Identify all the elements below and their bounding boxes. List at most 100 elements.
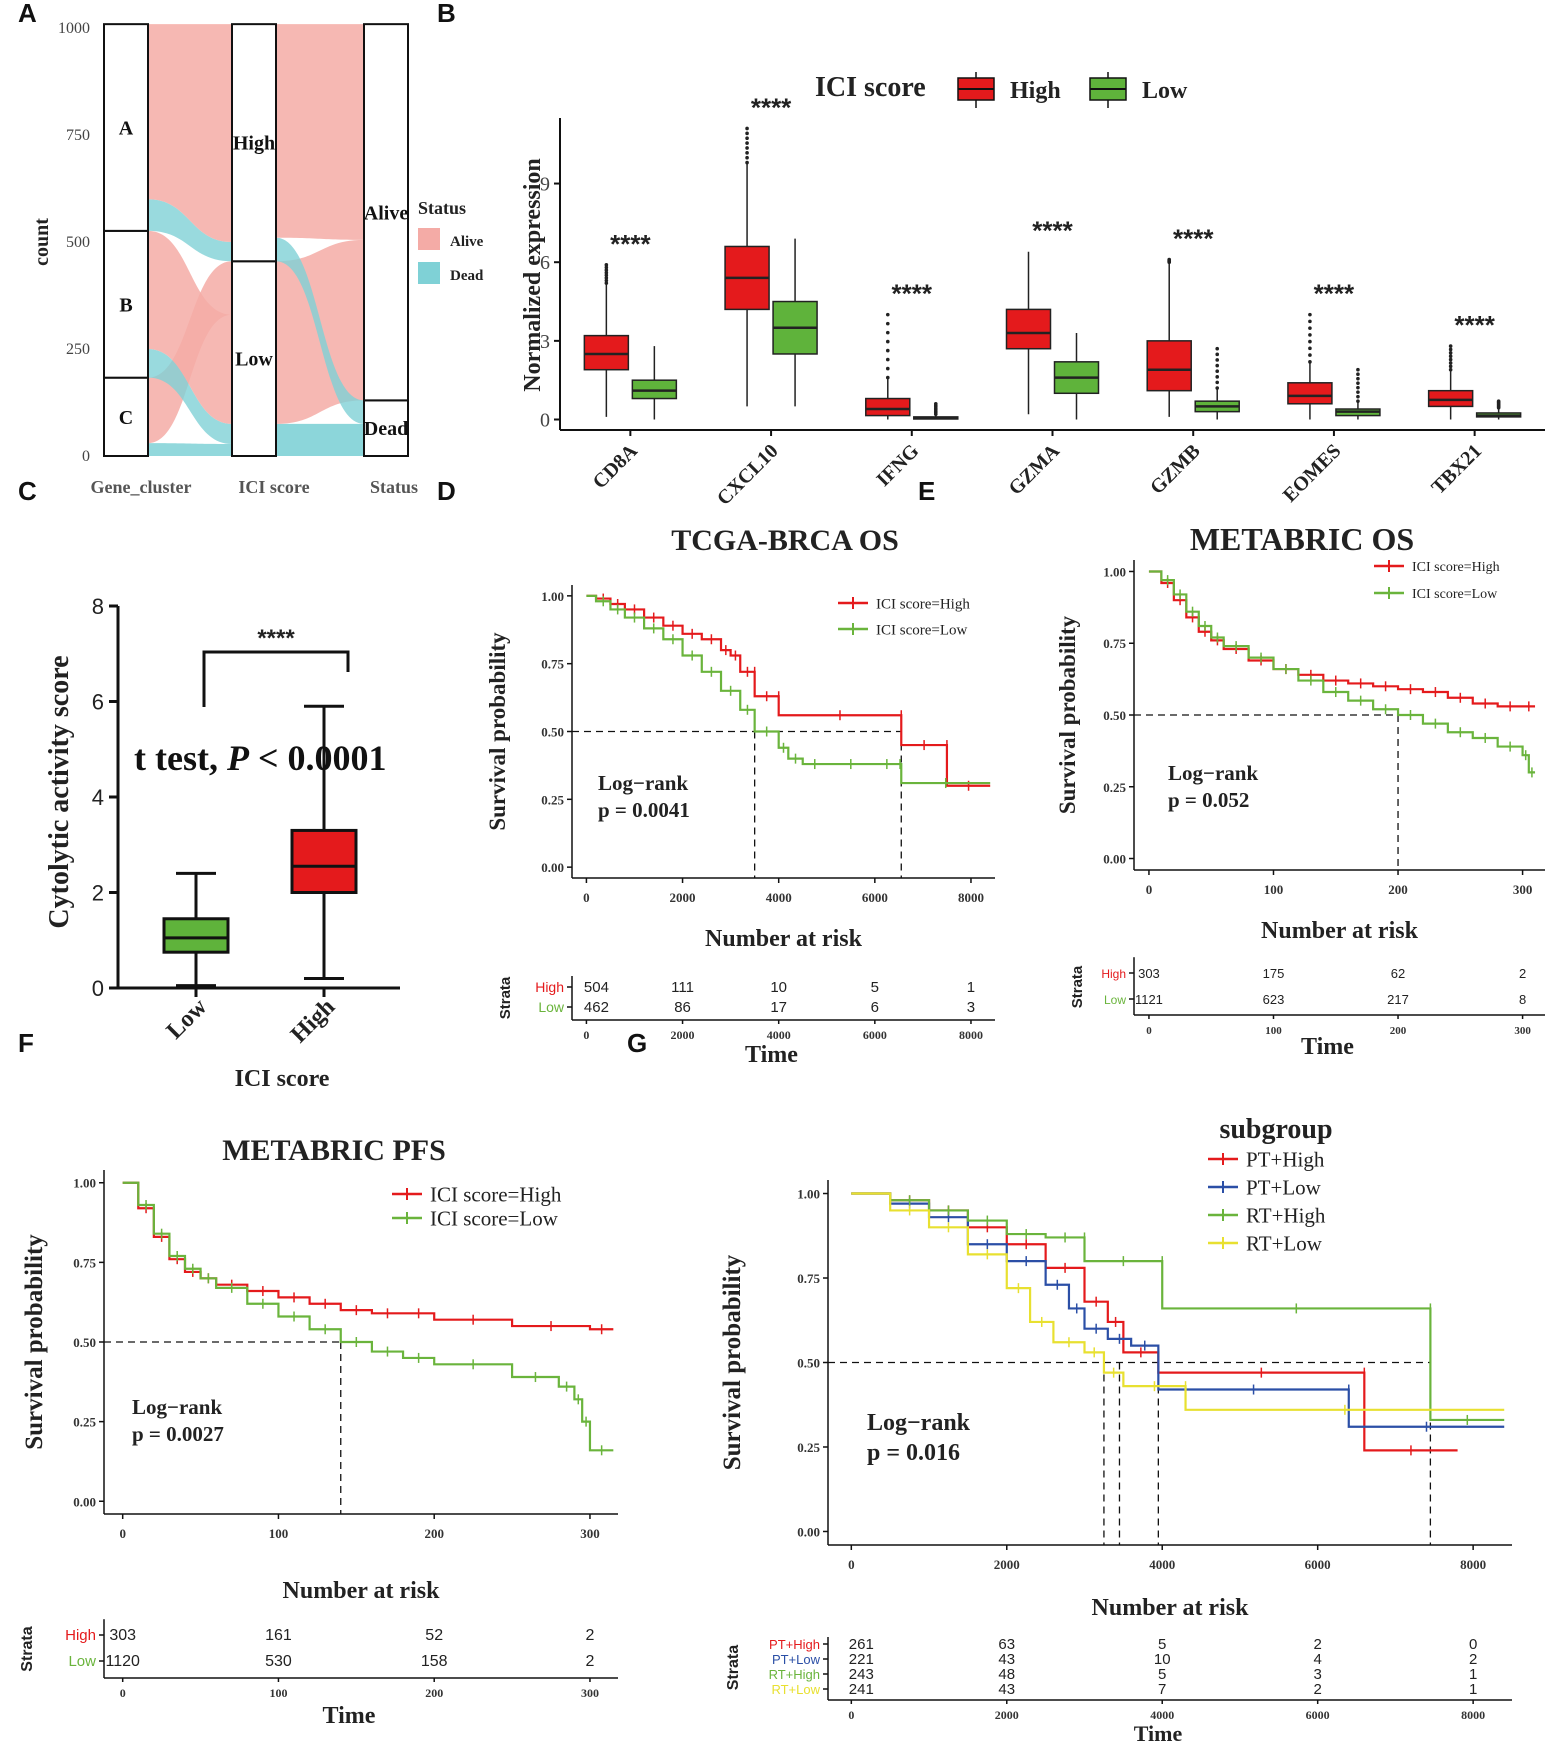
km-xtick-label: 200: [1388, 882, 1408, 897]
risk-cell: 462: [584, 999, 609, 1016]
d-legend-label: ICI score=High: [876, 596, 970, 612]
risk-xtick-label: 200: [425, 1686, 443, 1700]
km-ytick-label: 0.75: [541, 657, 564, 672]
b-outlier: [1215, 375, 1220, 379]
b-box: [631, 379, 678, 400]
flow-alive: [148, 230, 232, 424]
km-pvalue: p = 0.0041: [598, 798, 690, 822]
km-xtick-label: 200: [424, 1526, 444, 1541]
risk-xtick-label: 4000: [1150, 1708, 1174, 1722]
b-outlier: [1215, 346, 1220, 351]
km-ylabel: Survival probability: [21, 1234, 48, 1450]
km-xtick-label: 0: [848, 1557, 855, 1572]
b-outlier: [1356, 399, 1360, 403]
km-ytick-label: 0.00: [73, 1494, 96, 1509]
c-ttest-suffix: < 0.0001: [249, 738, 387, 778]
c-xtick-label: Low: [162, 993, 213, 1044]
g-legend-title: subgroup: [1219, 1114, 1332, 1145]
b-outlier: [885, 330, 890, 335]
b-outlier: [1308, 360, 1312, 364]
risk-cell: 4: [1314, 1651, 1322, 1668]
c-ytick-label: 2: [92, 881, 104, 906]
km-curve-rtlow: [851, 1192, 1505, 1411]
c-ttest-annotation: t test, P < 0.0001: [134, 738, 386, 778]
risk-cell: 17: [770, 999, 787, 1016]
risk-cell: 2: [1314, 1636, 1322, 1653]
risk-cell: 1121: [1135, 992, 1163, 1007]
risk-cell: 504: [584, 979, 609, 996]
risk-time-label: Time: [1301, 1034, 1354, 1060]
panel-A-alluvial: 0 250 500 750 1000 count Gene_cluster ICI score…: [31, 20, 484, 497]
risk-cell: 175: [1263, 966, 1285, 981]
km-xtick-label: 2000: [670, 890, 696, 905]
c-bracket: [202, 650, 350, 707]
b-outlier: [1308, 333, 1312, 337]
risk-xtick-label: 0: [120, 1686, 126, 1700]
risk-cell: 1120: [105, 1653, 140, 1670]
a-ytick-label: 500: [66, 234, 90, 251]
flow-alive: [148, 57, 232, 243]
km-ytick-label: 0.25: [797, 1440, 820, 1455]
g-legend-label: PT+High: [1246, 1147, 1325, 1171]
a-ytick-label: 750: [66, 127, 90, 144]
b-outlier: [604, 276, 609, 280]
risk-cell: 86: [674, 999, 691, 1016]
b-box: [1287, 382, 1333, 405]
b-outlier: [1308, 346, 1312, 351]
risk-cell: 8: [1519, 992, 1526, 1007]
risk-xtick-label: 8000: [1461, 1708, 1485, 1722]
risk-cell: 217: [1387, 992, 1409, 1007]
risk-cell: 158: [421, 1653, 448, 1670]
b-ytick-label: 3: [540, 331, 550, 353]
b-outlier: [1448, 361, 1453, 365]
a-ylabel: count: [31, 218, 53, 266]
a-ytick-label: 0: [82, 448, 90, 465]
b-outlier: [933, 401, 938, 406]
km-ylabel: Survival probability: [1055, 615, 1080, 814]
gene-cluster-stratum-label: C: [119, 407, 133, 429]
km-curve-ptlow: [851, 1192, 1505, 1428]
status-stratum: [363, 399, 409, 457]
risk-cell: 62: [1391, 966, 1405, 981]
status-stratum-label: Alive: [364, 202, 409, 224]
b-outlier: [1496, 399, 1501, 403]
b-outlier: [1448, 351, 1453, 355]
km-logrank-label: Log−rank: [1168, 761, 1258, 785]
c-ylabel: Cytolytic activity score: [44, 655, 75, 928]
risk-row-name: High: [65, 1627, 96, 1644]
c-ttest-prefix: t test,: [134, 738, 227, 778]
panel-label-C: C: [18, 476, 37, 506]
a-legend-title: Status: [418, 198, 466, 218]
panel-F-km: METABRIC PFS 0.00 0.25 0.50 0.75 1.00 0 100 200 3…: [19, 1134, 618, 1729]
b-significance: ****: [1173, 224, 1214, 254]
risk-table-title: Number at risk: [705, 926, 863, 952]
risk-cell: 303: [109, 1627, 136, 1644]
status-stratum: [363, 23, 409, 402]
risk-strata-label: Strata: [19, 1626, 36, 1671]
risk-cell: 1: [967, 979, 975, 996]
c-xlabel: ICI score: [235, 1066, 330, 1092]
b-outlier: [745, 155, 749, 160]
risk-cell: 221: [849, 1651, 874, 1668]
risk-cell: 2: [1469, 1651, 1477, 1668]
km-ytick-label: 1.00: [797, 1187, 820, 1202]
risk-xtick-label: 0: [583, 1028, 589, 1042]
risk-xtick-label: 0: [848, 1708, 854, 1722]
flow-dead: [276, 423, 364, 456]
b-outlier: [745, 126, 749, 131]
g-legend-label: RT+High: [1246, 1203, 1326, 1227]
panel-label-F: F: [18, 1028, 34, 1058]
b-outlier: [1448, 367, 1453, 372]
km-ytick-label: 0.50: [73, 1335, 96, 1350]
risk-xtick-label: 8000: [959, 1028, 983, 1042]
b-outlier: [885, 366, 890, 371]
b-outlier: [1215, 358, 1220, 362]
km-ytick-label: 0.00: [797, 1524, 820, 1539]
risk-table-title: Number at risk: [1261, 918, 1419, 944]
b-xtick-label: CD8A: [589, 440, 643, 494]
b-outlier: [1356, 390, 1360, 394]
b-outlier: [604, 278, 609, 283]
c-box: [290, 828, 358, 894]
